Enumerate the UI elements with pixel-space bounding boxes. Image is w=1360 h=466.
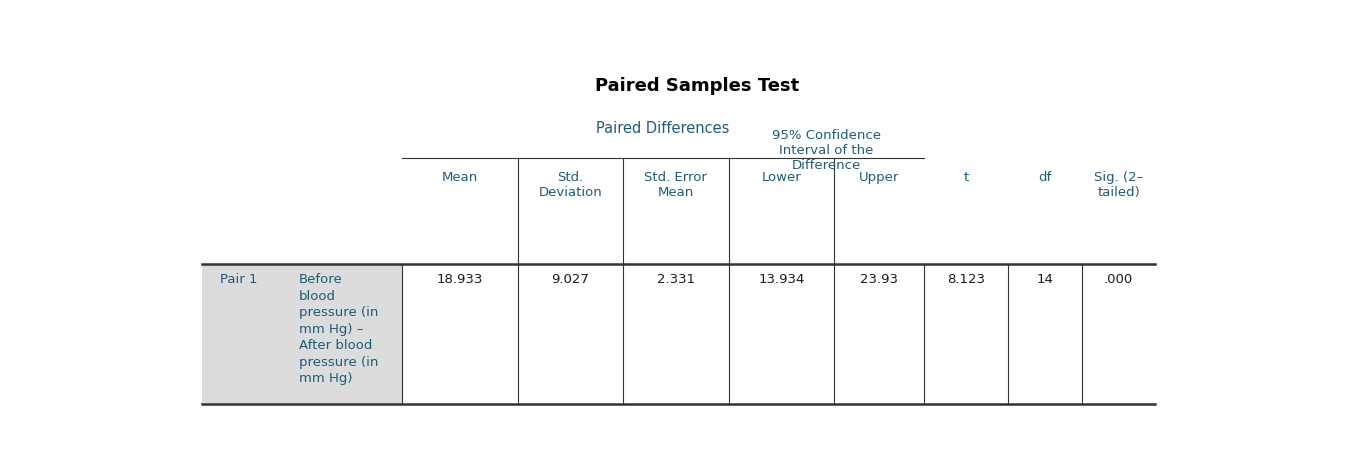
- Text: df: df: [1038, 171, 1051, 184]
- Text: 8.123: 8.123: [947, 273, 985, 286]
- Text: 95% Confidence
Interval of the
Difference: 95% Confidence Interval of the Differenc…: [771, 130, 881, 172]
- Bar: [201, 264, 403, 404]
- Text: 9.027: 9.027: [552, 273, 589, 286]
- Text: 18.933: 18.933: [437, 273, 483, 286]
- Text: t: t: [963, 171, 968, 184]
- Text: Paired Samples Test: Paired Samples Test: [594, 77, 800, 96]
- Text: 2.331: 2.331: [657, 273, 695, 286]
- Text: .000: .000: [1104, 273, 1133, 286]
- Text: Pair 1: Pair 1: [220, 273, 257, 286]
- Text: 23.93: 23.93: [860, 273, 898, 286]
- Text: Sig. (2–
tailed): Sig. (2– tailed): [1093, 171, 1144, 199]
- Text: Upper: Upper: [858, 171, 899, 184]
- Text: Paired Differences: Paired Differences: [596, 121, 729, 136]
- Text: Lower: Lower: [762, 171, 801, 184]
- Text: Before
blood
pressure (in
mm Hg) –
After blood
pressure (in
mm Hg): Before blood pressure (in mm Hg) – After…: [299, 273, 378, 385]
- Text: 14: 14: [1036, 273, 1053, 286]
- Text: 13.934: 13.934: [758, 273, 805, 286]
- Text: Std.
Deviation: Std. Deviation: [539, 171, 602, 199]
- Text: Std. Error
Mean: Std. Error Mean: [645, 171, 707, 199]
- Text: Mean: Mean: [442, 171, 477, 184]
